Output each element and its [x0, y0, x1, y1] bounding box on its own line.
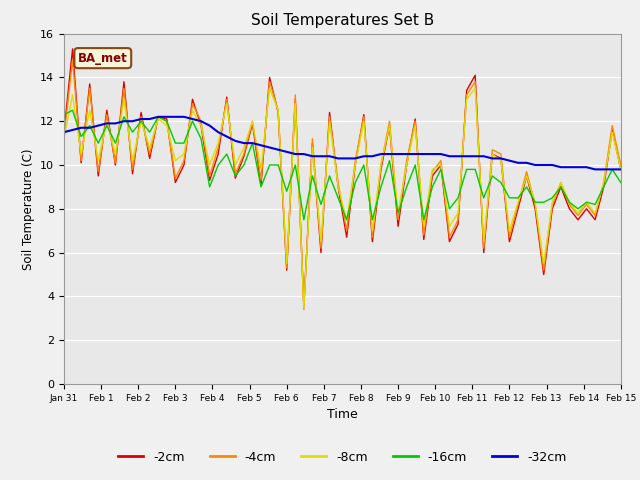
Legend: -2cm, -4cm, -8cm, -16cm, -32cm: -2cm, -4cm, -8cm, -16cm, -32cm: [113, 446, 572, 469]
Title: Soil Temperatures Set B: Soil Temperatures Set B: [251, 13, 434, 28]
Y-axis label: Soil Temperature (C): Soil Temperature (C): [22, 148, 35, 270]
Text: BA_met: BA_met: [78, 52, 127, 65]
X-axis label: Time: Time: [327, 408, 358, 421]
